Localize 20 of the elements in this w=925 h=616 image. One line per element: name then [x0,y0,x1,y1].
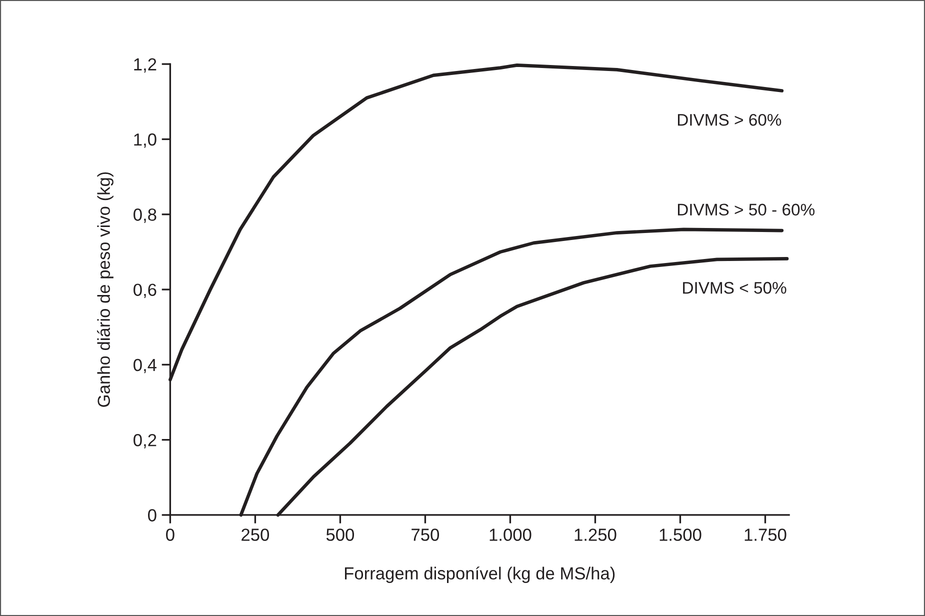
x-tick-label: 250 [242,528,270,541]
x-tick-label: 0 [166,528,174,541]
x-tick-label: 750 [412,528,440,541]
x-tick-label: 1.750 [744,528,786,541]
series-label: DIVMS < 50% [683,282,786,294]
x-tick-label: 500 [326,528,354,541]
series-label: DIVMS > 60% [678,114,782,126]
x-tick-label: 1.250 [574,528,616,541]
y-tick-label: 0,4 [134,358,156,374]
y-tick-label: 0,2 [134,434,156,448]
series-label: DIVMS > 50 - 60% [678,204,814,216]
y-tick-label: 1,0 [134,133,156,148]
x-tick-label: 1.500 [660,528,702,541]
x-axis-title: Forragem disponível (kg de MS/ha) [344,566,615,583]
y-tick-label: 0,6 [134,284,156,298]
y-tick-label: 1,2 [134,58,156,73]
y-tick-label: 0 [148,509,156,522]
y-tick-label: 0,8 [134,208,156,223]
x-tick-label: 1.000 [490,528,532,541]
y-axis-title: Ganho diário de peso vivo (kg) [97,172,114,407]
